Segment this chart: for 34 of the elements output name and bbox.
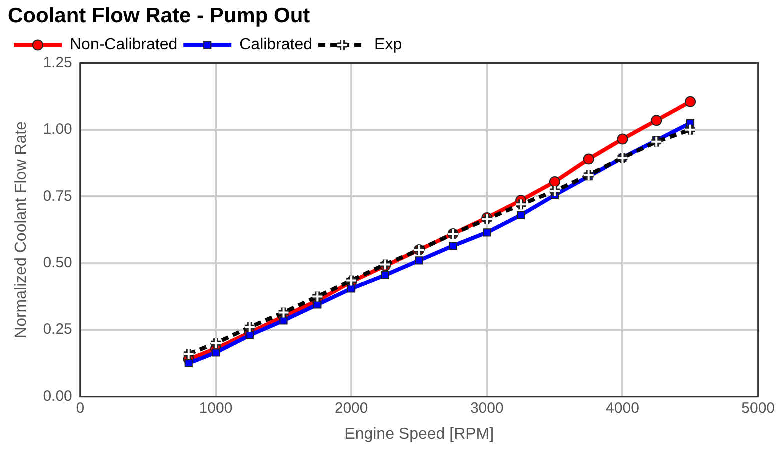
y-tick-label: 1.00 [43,121,72,138]
y-tick-label: 0.25 [43,321,72,338]
y-axis-title: Normalized Coolant Flow Rate [13,121,30,338]
legend-label: Calibrated [240,36,313,54]
x-tick-label: 4000 [606,400,640,417]
point [449,242,458,250]
point [685,96,696,108]
point [517,211,526,220]
y-tick-label: 0.75 [43,188,72,205]
point [549,176,560,188]
x-tick-label: 3000 [470,400,504,417]
x-axis-title: Engine Speed [RPM] [344,426,494,443]
y-tick-label: 0.00 [43,388,72,405]
legend-label: Non-Calibrated [70,36,178,54]
chart-title: Coolant Flow Rate - Pump Out [8,4,310,28]
point [583,154,594,165]
point [280,316,288,325]
point [348,284,356,293]
x-tick-label: 1000 [199,400,233,417]
point [415,256,424,265]
x-tick-label: 0 [76,400,85,417]
x-tick-label: 5000 [742,400,776,417]
point [483,228,492,237]
y-tick-label: 1.25 [43,54,72,72]
point [246,331,254,340]
point [381,271,390,280]
point [212,348,220,357]
point [617,134,628,145]
legend-label: Exp [374,36,402,54]
x-tick-label: 2000 [334,400,368,417]
point [314,300,322,309]
point [184,359,193,368]
y-tick-label: 0.50 [43,254,72,272]
point [651,115,662,126]
